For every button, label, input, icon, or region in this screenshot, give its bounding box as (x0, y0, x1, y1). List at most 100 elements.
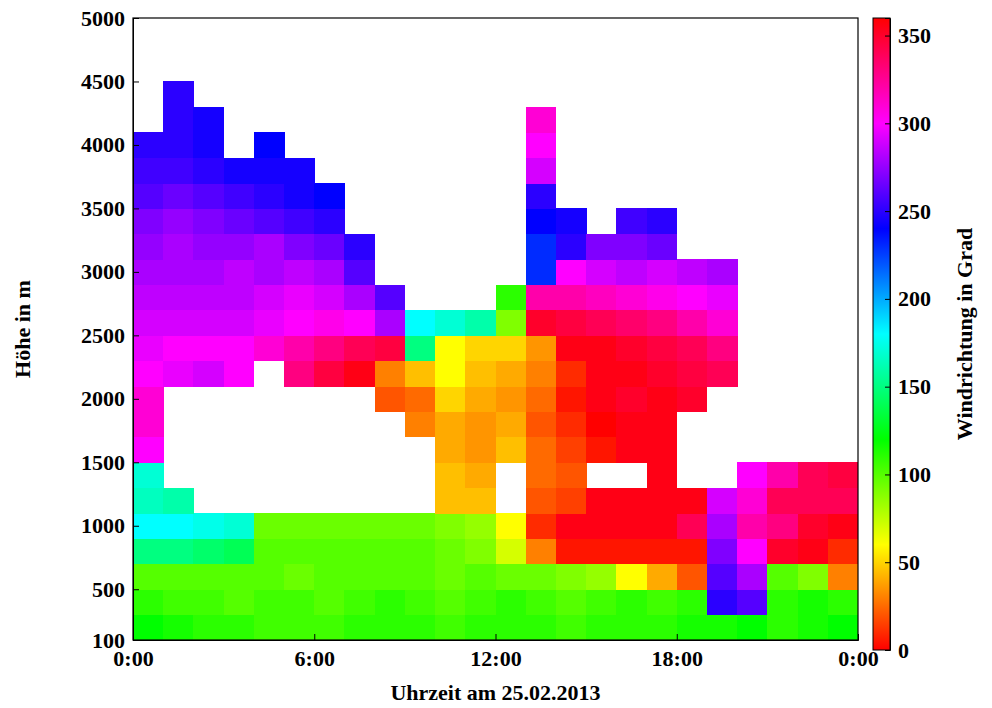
cell (496, 386, 527, 412)
cell (133, 488, 164, 514)
cell (526, 615, 557, 640)
cell (435, 488, 466, 514)
cell (375, 285, 406, 311)
cell (586, 513, 617, 539)
cell (284, 538, 315, 564)
cell (133, 310, 164, 336)
cell (193, 132, 224, 158)
cell (647, 412, 678, 438)
cell (344, 361, 375, 387)
cell (163, 107, 194, 133)
cell (556, 234, 587, 260)
cell (526, 285, 557, 311)
cell (254, 259, 285, 285)
cell (556, 335, 587, 361)
cell (647, 259, 678, 285)
cell (526, 310, 557, 336)
cell (798, 538, 829, 564)
colorbar-tick: 350 (885, 23, 931, 48)
cell (828, 488, 858, 514)
cell (556, 386, 587, 412)
cell (647, 564, 678, 590)
cell (556, 412, 587, 438)
cell (224, 538, 255, 564)
cell (828, 589, 858, 615)
cell (375, 310, 406, 336)
cell (496, 310, 527, 336)
cell (616, 259, 647, 285)
y-axis-line (134, 19, 140, 641)
cell (767, 513, 798, 539)
cell (314, 538, 345, 564)
cell (465, 513, 496, 539)
cell (224, 234, 255, 260)
cell (344, 589, 375, 615)
cell (586, 361, 617, 387)
cell (193, 538, 224, 564)
cell (375, 513, 406, 539)
cell (767, 564, 798, 590)
cell (133, 361, 164, 387)
cell (465, 538, 496, 564)
cell (133, 158, 164, 184)
cell (737, 488, 768, 514)
cell (133, 412, 164, 438)
cell (798, 488, 829, 514)
colorbar-tick: 50 (885, 550, 920, 575)
y-tick-label: 2000 (81, 386, 125, 411)
cell (647, 234, 678, 260)
cell (798, 564, 829, 590)
cell (254, 234, 285, 260)
cell (314, 589, 345, 615)
cell (526, 107, 557, 133)
cell (224, 335, 255, 361)
cell (737, 513, 768, 539)
cell (616, 564, 647, 590)
colorbar-tick-mark (885, 123, 890, 124)
x-tick-label: 12:00 (470, 646, 521, 671)
cell (405, 564, 436, 590)
cell (737, 538, 768, 564)
cell (526, 183, 557, 209)
cell (465, 615, 496, 640)
cell (163, 234, 194, 260)
cell (435, 335, 466, 361)
cell (647, 488, 678, 514)
cell (496, 615, 527, 640)
cell (193, 183, 224, 209)
cell (526, 488, 557, 514)
cell (526, 158, 557, 184)
cell (435, 361, 466, 387)
y-tick-mark (133, 399, 139, 400)
cell (284, 310, 315, 336)
cell (828, 538, 858, 564)
y-tick-mark (133, 81, 139, 82)
cell (284, 259, 315, 285)
cell (677, 259, 708, 285)
cell (465, 386, 496, 412)
cell (496, 589, 527, 615)
cell (344, 615, 375, 640)
cell (556, 589, 587, 615)
y-tick-label: 100 (92, 628, 125, 653)
cell (556, 437, 587, 463)
cell (163, 615, 194, 640)
cell (586, 285, 617, 311)
y-tick-mark (133, 208, 139, 209)
x-tick-label: 18:00 (652, 646, 703, 671)
cell (284, 234, 315, 260)
cell (193, 589, 224, 615)
cell (435, 386, 466, 412)
cell (465, 462, 496, 488)
y-tick-label: 5000 (81, 6, 125, 31)
cell (586, 437, 617, 463)
colorbar-tick: 0 (885, 638, 909, 663)
cell (133, 335, 164, 361)
x-tick-mark (496, 634, 497, 640)
colorbar-tick-label: 200 (898, 286, 931, 311)
cell (163, 132, 194, 158)
cell (556, 538, 587, 564)
cell (707, 513, 738, 539)
x-tick-mark (858, 634, 859, 640)
cell (133, 183, 164, 209)
